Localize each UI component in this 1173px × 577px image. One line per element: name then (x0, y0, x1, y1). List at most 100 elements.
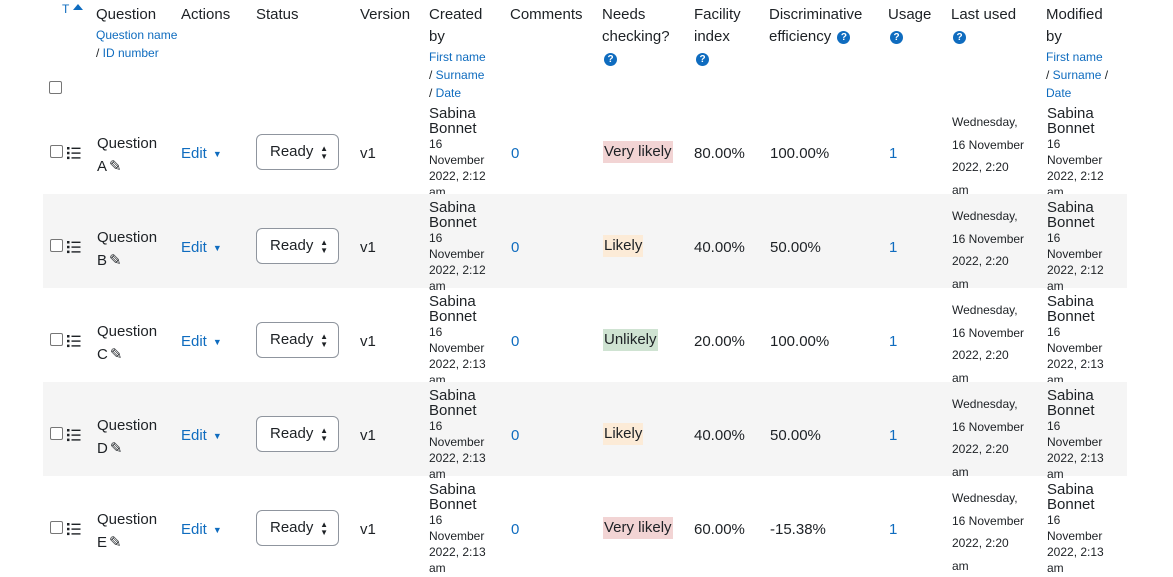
comments-link[interactable]: 0 (511, 427, 519, 444)
status-select[interactable]: Ready ▲▼ (256, 510, 339, 546)
creator-last-name: Bonnet (429, 497, 486, 512)
version: v1 (360, 427, 376, 444)
header-last-used-label: Last used (951, 4, 1016, 26)
chevron-down-icon: ▼ (213, 337, 222, 347)
sort-modified-date-link[interactable]: Date (1046, 86, 1071, 100)
row-select-checkbox[interactable] (50, 427, 63, 440)
sort-created-first-name-link[interactable]: First name (429, 50, 486, 64)
needs-checking-help-icon[interactable]: ? (604, 53, 617, 66)
comments-link[interactable]: 0 (511, 145, 519, 162)
header-separator: / (429, 68, 436, 82)
edit-label: Edit (181, 427, 207, 444)
status-value: Ready (270, 519, 313, 536)
sort-ascending-icon[interactable] (73, 4, 83, 10)
modifier-last-name: Bonnet (1047, 121, 1104, 136)
usage-link[interactable]: 1 (889, 521, 897, 538)
last-used-line1: Wednesday, (952, 487, 1024, 510)
row-select-checkbox[interactable] (50, 145, 63, 158)
edit-menu-button[interactable]: Edit ▼ (181, 333, 222, 350)
select-arrows-icon: ▲▼ (320, 521, 328, 537)
pencil-icon[interactable]: ✎ (109, 155, 122, 178)
sort-t-link[interactable]: T (62, 2, 69, 16)
select-arrows-icon: ▲▼ (320, 239, 328, 255)
question-type-icon (67, 146, 81, 160)
discriminative-efficiency-help-icon[interactable]: ? (837, 31, 850, 44)
question-type-icon (67, 522, 81, 536)
modified-date-line2: November (1047, 434, 1104, 450)
facility-index: 80.00% (694, 145, 745, 162)
last-used-line2: 16 November (952, 510, 1024, 533)
edit-label: Edit (181, 333, 207, 350)
edit-menu-button[interactable]: Edit▼ (181, 521, 222, 538)
usage-link[interactable]: 1 (889, 427, 897, 444)
comments-link[interactable]: 0 (511, 521, 519, 538)
created-date-line1: 16 (429, 136, 486, 152)
usage-link[interactable]: 1 (889, 145, 897, 162)
usage-help-icon[interactable]: ? (890, 31, 903, 44)
edit-menu-button[interactable]: Edit▼ (181, 427, 222, 444)
select-all-checkbox[interactable] (49, 81, 62, 94)
pencil-icon[interactable]: ✎ (109, 249, 122, 272)
last-used-line2: 16 November (952, 228, 1024, 251)
question-name-line2: D (97, 440, 108, 457)
version: v1 (360, 145, 376, 162)
header-created-by-line1: Created (429, 4, 486, 26)
facility-index: 40.00% (694, 427, 745, 444)
edit-menu-button[interactable]: Edit▼ (181, 239, 222, 256)
pencil-icon[interactable]: ✎ (110, 343, 123, 366)
last-used: Wednesday, 16 November 2022, 2:20 am (952, 299, 1024, 389)
last-used-help-icon[interactable]: ? (953, 31, 966, 44)
last-used-line2: 16 November (952, 134, 1024, 157)
header-comments: Comments (510, 4, 583, 26)
status-select[interactable]: Ready ▲▼ (256, 416, 339, 452)
sort-created-surname-link[interactable]: Surname (436, 68, 485, 82)
header-needs-checking-line1: Needs (602, 4, 670, 26)
status-value: Ready (270, 143, 313, 160)
edit-label: Edit (181, 145, 207, 162)
header-facility-index: Facility index ? (694, 4, 741, 70)
modifier-first-name: Sabina (1047, 106, 1104, 121)
modified-date-line1: 16 (1047, 512, 1104, 528)
row-select-checkbox[interactable] (50, 239, 63, 252)
header-needs-checking: Needs checking? ? (602, 4, 670, 70)
created-date-line3: 2022, 2:13 (429, 544, 486, 560)
header-needs-checking-line2: checking? (602, 26, 670, 48)
status-select[interactable]: Ready ▲▼ (256, 322, 339, 358)
modified-by: Sabina Bonnet 16 November 2022, 2:12 am (1047, 200, 1104, 294)
pencil-icon[interactable]: ✎ (110, 437, 123, 460)
table-row: Question C✎ Edit▼ Ready ▲▼ v1 Sabina Bon… (43, 288, 1127, 382)
chevron-down-icon: ▼ (213, 525, 222, 535)
edit-menu-button[interactable]: Edit▼ (181, 145, 222, 162)
header-usage: Usage ? (888, 4, 931, 48)
facility-index-help-icon[interactable]: ? (696, 53, 709, 66)
edit-label: Edit (181, 239, 207, 256)
sort-id-number-link[interactable]: ID number (103, 46, 159, 60)
status-select[interactable]: Ready ▲▼ (256, 134, 339, 170)
status-select[interactable]: Ready ▲▼ (256, 228, 339, 264)
modified-by: Sabina Bonnet 16 November 2022, 2:13 am (1047, 388, 1104, 482)
usage-link[interactable]: 1 (889, 333, 897, 350)
last-used-line1: Wednesday, (952, 205, 1024, 228)
row-select-checkbox[interactable] (50, 333, 63, 346)
row-select-checkbox[interactable] (50, 521, 63, 534)
sort-modified-surname-link[interactable]: Surname (1053, 68, 1102, 82)
sort-question-name-link[interactable]: Question name (96, 28, 177, 42)
modified-date-line1: 16 (1047, 230, 1104, 246)
pencil-icon[interactable]: ✎ (109, 531, 122, 554)
modified-by: Sabina Bonnet 16 November 2022, 2:13 am (1047, 482, 1104, 576)
created-date-line2: November (429, 246, 486, 262)
question-name-line1: Question (97, 320, 157, 343)
header-modified-by-line2: by (1046, 26, 1108, 48)
last-used-line1: Wednesday, (952, 299, 1024, 322)
table-header: T Question Question name / ID number Act… (43, 0, 1127, 100)
created-date-line3: 2022, 2:13 (429, 356, 486, 372)
modified-date-line1: 16 (1047, 136, 1104, 152)
usage-link[interactable]: 1 (889, 239, 897, 256)
discriminative-efficiency: 50.00% (770, 239, 821, 256)
needs-checking-badge: Unlikely (603, 329, 658, 351)
sort-modified-first-name-link[interactable]: First name (1046, 50, 1103, 64)
comments-link[interactable]: 0 (511, 239, 519, 256)
comments-link[interactable]: 0 (511, 333, 519, 350)
sort-created-date-link[interactable]: Date (436, 86, 461, 100)
table-row: Question D✎ Edit▼ Ready ▲▼ v1 Sabina Bon… (43, 382, 1127, 476)
